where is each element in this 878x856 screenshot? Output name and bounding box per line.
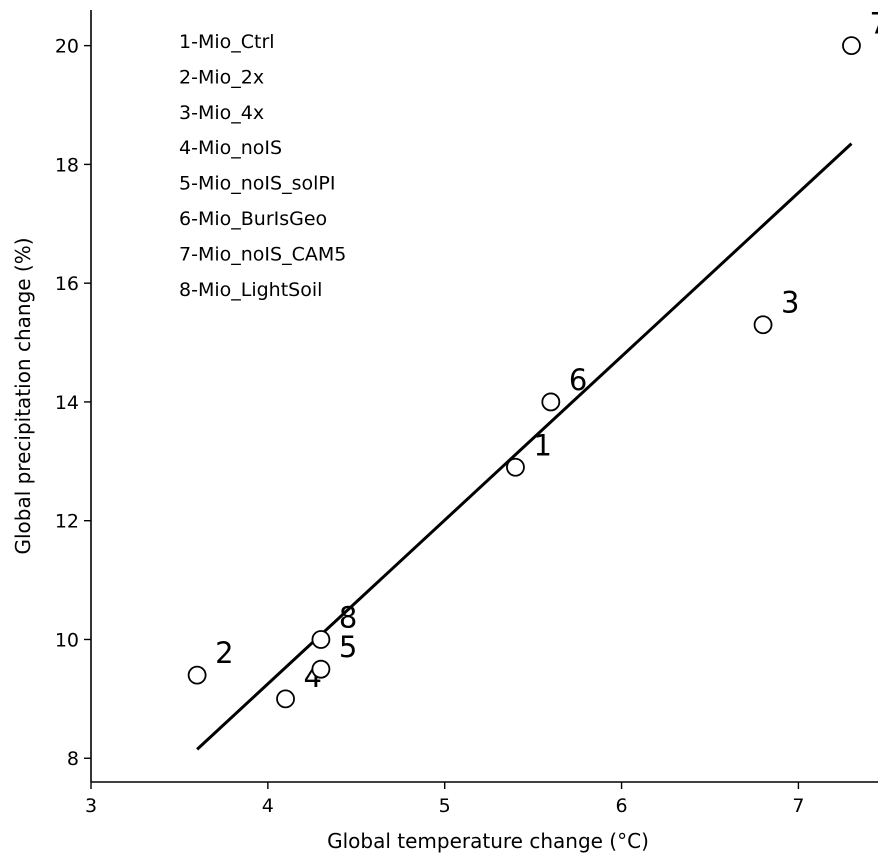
- data-point: [311, 659, 331, 679]
- y-tick-label: 12: [55, 511, 79, 533]
- y-tick-label: 8: [67, 748, 79, 770]
- regression-line: [196, 142, 853, 751]
- legend-entry: 7-Mio_noIS_CAM5: [179, 243, 346, 265]
- legend-entry: 2-Mio_2x: [179, 66, 264, 88]
- x-tick-label: 4: [262, 795, 274, 817]
- point-label: 1: [533, 428, 551, 462]
- y-tick-label: 20: [55, 36, 79, 58]
- data-point: [842, 36, 861, 56]
- data-point: [276, 689, 295, 709]
- legend-entry: 4-Mio_noIS: [179, 137, 282, 159]
- x-tick-label: 3: [85, 795, 97, 817]
- point-label: 5: [339, 630, 357, 664]
- y-tick-label: 16: [55, 273, 79, 295]
- legend-entry: 5-Mio_noIS_solPI: [179, 173, 335, 195]
- point-label: 7: [869, 7, 878, 41]
- y-tick-label: 18: [55, 154, 79, 176]
- data-point: [541, 392, 561, 412]
- legend-entry: 8-Mio_LightSoil: [179, 279, 322, 301]
- y-tick-label: 14: [55, 392, 79, 414]
- x-tick-label: 7: [792, 795, 804, 817]
- legend: 1-Mio_Ctrl 2-Mio_2x 3-Mio_4x 4-Mio_noIS 5-Mi…: [179, 31, 346, 301]
- point-label: 3: [781, 286, 799, 320]
- data-point: [506, 457, 525, 477]
- legend-entry: 1-Mio_Ctrl: [179, 31, 275, 53]
- data-point: [753, 315, 773, 335]
- point-label: 2: [215, 636, 233, 670]
- points-layer: 12345678: [187, 7, 878, 709]
- y-tick-label: 10: [55, 629, 79, 651]
- legend-entry: 6-Mio_BurIsGeo: [179, 208, 327, 230]
- y-axis-label: Global precipitation change (%): [11, 237, 35, 554]
- point-label: 6: [569, 363, 587, 397]
- point-label: 8: [339, 600, 357, 634]
- legend-entry: 3-Mio_4x: [179, 102, 264, 124]
- data-point: [311, 630, 331, 649]
- fit-line-layer: [196, 142, 853, 751]
- x-axis-label: Global temperature change (°C): [327, 829, 649, 853]
- x-tick-label: 6: [616, 795, 628, 817]
- data-point: [187, 665, 207, 685]
- x-tick-label: 5: [439, 795, 451, 817]
